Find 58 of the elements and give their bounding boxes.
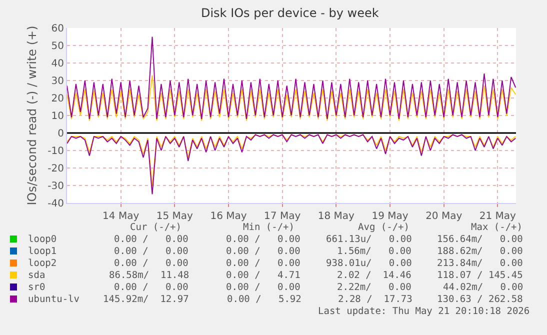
x-tick-label: 18 May (318, 211, 355, 222)
y-tick-label: 60 (51, 24, 64, 34)
y-axis-title: IOs/second read (-) / write (+) (24, 26, 39, 206)
text: 1.56m/ 0.00 (337, 246, 412, 257)
text: 2.02 / 14.46 (337, 270, 412, 281)
x-tick-label: 19 May (372, 211, 408, 222)
y-tick-label: -40 (48, 198, 64, 210)
y-tick-label: -10 (48, 146, 64, 157)
text: 2.22m/ 0.00 (337, 282, 412, 293)
x-tick-label: 17 May (264, 211, 301, 222)
text: Min (-/+) (243, 222, 294, 233)
x-tick-label: 14 May (102, 211, 140, 222)
y-tick-label: 40 (51, 58, 64, 70)
text: Last update: Thu May 21 20:10:18 2026 (318, 306, 530, 317)
y-tick-label: 30 (51, 76, 64, 87)
x-tick-label: 21 May (479, 211, 516, 222)
text: 0.00 / 0.00 (226, 258, 301, 269)
text: 0.00 / 0.00 (114, 234, 189, 245)
text: 0.00 / 0.00 (226, 234, 301, 245)
x-tick-label: 15 May (156, 211, 194, 222)
text: 44.02m/ 0.00 (443, 282, 524, 293)
text: 145.92m/ 12.97 (103, 294, 189, 305)
text: 0.00 / 0.00 (114, 258, 189, 269)
legend-label: loop1 (28, 246, 57, 257)
text: 0.00 / 0.00 (114, 282, 189, 293)
text: 661.13u/ 0.00 (326, 234, 412, 245)
text: 0.00 / 0.00 (114, 246, 189, 257)
text: 118.07 / 145.45 (437, 270, 523, 281)
y-tick-label: 10 (51, 111, 64, 122)
x-tick-label: 20 May (426, 211, 462, 222)
text: 0.00 / 5.92 (227, 294, 302, 305)
chart-title: Disk IOs per device - by week (200, 6, 379, 20)
text: 130.63 / 262.58 (437, 294, 524, 305)
line-series (67, 36, 516, 120)
line-series (67, 74, 516, 122)
x-tick-label: 16 May (210, 211, 247, 222)
text: 2.28 / 17.73 (338, 294, 412, 305)
y-tick-label: 0 (58, 128, 64, 140)
legend-label: sr0 (28, 282, 46, 293)
text: Avg (-/+) (358, 222, 410, 233)
text: 0.00 / 0.00 (226, 282, 301, 293)
y-tick-label: 20 (51, 94, 64, 104)
legend-label: sda (28, 270, 46, 281)
legend-label: loop2 (28, 258, 57, 269)
text: 213.84m/ 0.00 (437, 258, 524, 269)
text: Cur (-/+) (130, 222, 182, 233)
text: 938.01u/ 0.00 (326, 258, 412, 269)
y-tick-label: -30 (48, 181, 64, 192)
text: 188.62m/ 0.00 (437, 246, 524, 257)
text: 0.00 / 4.71 (226, 270, 301, 281)
text: Max (-/+) (471, 222, 522, 233)
text: 156.64m/ 0.00 (437, 234, 524, 245)
y-tick-label: 50 (51, 41, 64, 52)
y-tick-label: -20 (48, 164, 64, 174)
legend-label: ubuntu-lv (28, 294, 80, 305)
legend-label: loop0 (28, 234, 57, 245)
text: 86.58m/ 11.48 (109, 270, 190, 281)
text: 0.00 / 0.00 (226, 246, 301, 257)
